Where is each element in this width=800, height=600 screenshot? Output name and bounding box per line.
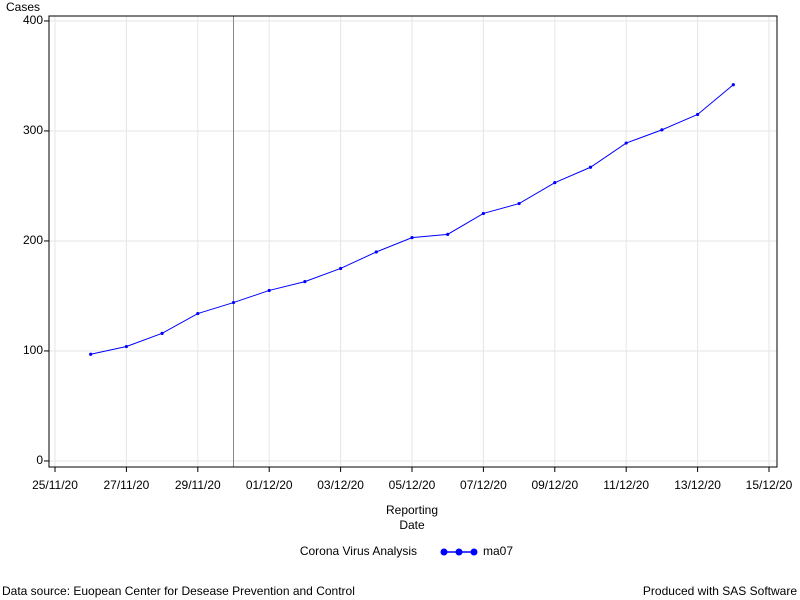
data-point [160, 331, 164, 335]
x-tick-label: 13/12/20 [674, 478, 721, 492]
x-tick-label: 15/12/20 [746, 478, 793, 492]
y-tick-label: 200 [23, 233, 43, 247]
data-point [731, 83, 735, 87]
y-axis-label: Cases [6, 0, 40, 14]
data-point [124, 344, 128, 349]
data-point [553, 181, 557, 185]
x-tick-label: 07/12/20 [460, 478, 507, 492]
x-tick-label: 01/12/20 [246, 478, 293, 492]
data-point [267, 288, 271, 293]
data-point [89, 352, 93, 356]
x-tick-label: 05/12/20 [389, 478, 436, 492]
y-tick-label: 300 [23, 123, 43, 137]
data-point [446, 232, 450, 236]
data-point [231, 300, 236, 305]
legend-marker [455, 548, 463, 556]
data-point [660, 128, 664, 132]
legend-marker [470, 548, 478, 556]
data-point [374, 250, 378, 254]
data-point [696, 112, 700, 117]
x-tick-label: 27/11/20 [103, 478, 149, 492]
plot-frame [48, 15, 778, 468]
data-point [410, 236, 414, 240]
x-tick-label: 11/12/20 [603, 478, 649, 492]
x-tick-label: 25/11/20 [32, 478, 78, 492]
y-tick-label: 100 [23, 343, 43, 357]
data-point [196, 311, 200, 316]
x-axis-label: Reporting [386, 503, 438, 517]
x-tick-label: 03/12/20 [317, 478, 364, 492]
data-point [481, 211, 485, 216]
y-tick-label: 400 [23, 13, 43, 27]
data-point [339, 266, 343, 271]
footnote: Data source: Euopean Center for Desease … [2, 584, 355, 598]
legend-label: ma07 [483, 544, 513, 558]
legend-marker [440, 548, 448, 556]
data-point [624, 141, 628, 145]
x-axis-label: Date [399, 518, 425, 532]
legend-title: Corona Virus Analysis [300, 544, 417, 558]
y-tick-label: 0 [36, 453, 43, 467]
footnote: Produced with SAS Software [643, 584, 797, 598]
data-point [517, 201, 521, 206]
x-tick-label: 29/11/20 [175, 478, 221, 492]
data-point [303, 280, 307, 284]
data-point [588, 165, 593, 169]
x-tick-label: 09/12/20 [531, 478, 578, 492]
